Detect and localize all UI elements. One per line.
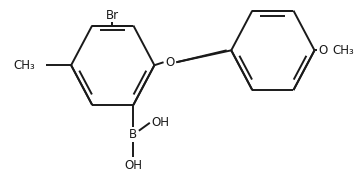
Text: CH₃: CH₃	[333, 44, 354, 57]
Text: O: O	[318, 44, 327, 57]
Text: B: B	[129, 128, 137, 141]
Text: CH₃: CH₃	[14, 59, 35, 72]
Text: Br: Br	[106, 8, 119, 22]
Text: O: O	[165, 56, 175, 69]
Text: OH: OH	[124, 159, 142, 171]
Text: OH: OH	[152, 116, 170, 129]
